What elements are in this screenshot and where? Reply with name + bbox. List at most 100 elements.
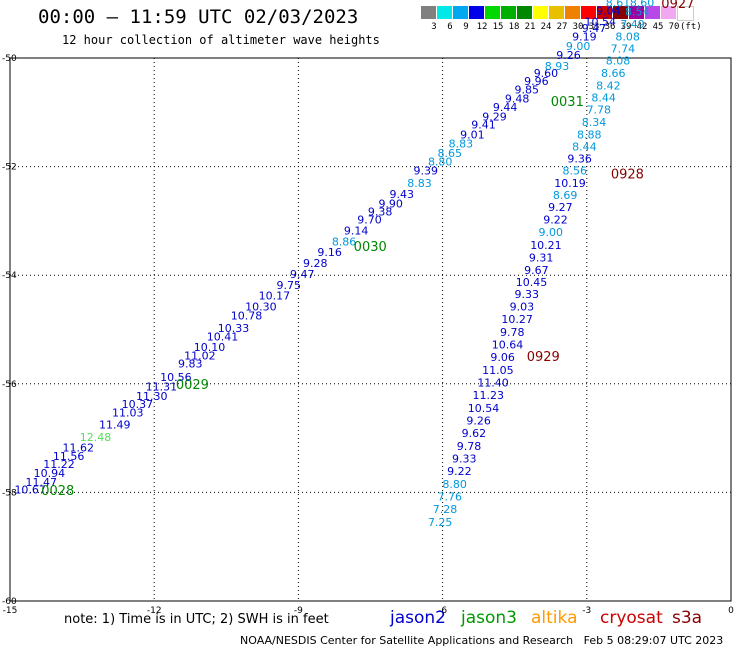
swh-value: 9.78 bbox=[457, 440, 482, 453]
swh-value: 7.78 bbox=[587, 103, 612, 116]
swh-value: 10.37 bbox=[122, 398, 154, 411]
swh-value: 10.41 bbox=[207, 330, 239, 343]
swh-value: 10.30 bbox=[245, 300, 277, 313]
swh-value: 8.08 bbox=[606, 55, 631, 68]
x-tick-label: -3 bbox=[582, 606, 591, 616]
timestamp-text: Feb 5 08:29:07 UTC 2023 bbox=[583, 634, 724, 647]
swh-value: 8.42 bbox=[596, 79, 621, 92]
legend-swatch bbox=[581, 6, 596, 19]
legend-swatch bbox=[517, 6, 532, 19]
legend-label: 33 bbox=[588, 22, 600, 32]
swh-value: 10.78 bbox=[231, 310, 263, 323]
swh-value: 8.34 bbox=[582, 116, 607, 129]
swh-value: 8.08 bbox=[615, 31, 640, 44]
swh-value: 8.66 bbox=[601, 67, 626, 80]
swh-value: 11.40 bbox=[477, 377, 509, 390]
swh-value: 11.49 bbox=[99, 418, 131, 431]
legend-swatch bbox=[533, 6, 548, 19]
swh-value: 9.00 bbox=[539, 226, 564, 239]
swh-value: 8.80 bbox=[442, 478, 467, 491]
swh-value: 12.48 bbox=[80, 431, 112, 444]
swh-value: 8.60 bbox=[630, 0, 655, 9]
swh-value: 9.26 bbox=[466, 415, 491, 428]
legend-label: 12 bbox=[476, 22, 488, 32]
swh-value: 8.54 bbox=[625, 6, 650, 19]
x-tick-label: 0 bbox=[728, 606, 734, 616]
swh-value: 9.62 bbox=[462, 427, 487, 440]
x-tick-label: -9 bbox=[294, 606, 303, 616]
swh-value: 10.94 bbox=[34, 467, 66, 480]
legend-label: 3 bbox=[431, 22, 437, 32]
chart-subtitle: 12 hour collection of altimeter wave hei… bbox=[62, 33, 380, 47]
satellite-jason2: jason2 bbox=[390, 608, 446, 628]
swh-value: 9.90 bbox=[378, 197, 403, 210]
legend-swatch bbox=[613, 6, 628, 19]
swh-value: 10.64 bbox=[492, 339, 524, 352]
swh-value: 9.06 bbox=[490, 351, 515, 364]
legend-label: 42 bbox=[636, 22, 648, 32]
legend-label: 24 bbox=[540, 22, 552, 32]
legend-label: 36 bbox=[604, 22, 616, 32]
legend-swatch bbox=[597, 6, 612, 19]
swh-value: 7.76 bbox=[438, 491, 463, 504]
swh-value: 11.02 bbox=[184, 349, 216, 362]
legend-label: 27 bbox=[556, 22, 568, 32]
satellite-altika: altika bbox=[531, 608, 578, 628]
footer-credit: NOAA/NESDIS Center for Satellite Applica… bbox=[240, 634, 723, 647]
y-tick-label: -50 bbox=[2, 54, 17, 64]
swh-value: 9.39 bbox=[414, 165, 439, 178]
satellite-jason3: jason3 bbox=[461, 608, 517, 628]
swh-value: 8.69 bbox=[553, 189, 578, 202]
swh-value: 9.41 bbox=[471, 119, 496, 132]
swh-value: 8.83 bbox=[407, 177, 432, 190]
swh-value: 9.47 bbox=[290, 268, 315, 281]
x-tick-label: -12 bbox=[147, 606, 162, 616]
pass-time-label: 0929 bbox=[527, 350, 560, 365]
x-tick-label: -15 bbox=[3, 606, 18, 616]
legend-label: (ft) bbox=[680, 22, 702, 32]
swh-value: 8.44 bbox=[591, 91, 616, 104]
pass-time-label: 0031 bbox=[551, 95, 584, 110]
legend-label: 30 bbox=[572, 22, 584, 32]
swh-value: 8.65 bbox=[438, 147, 463, 160]
legend-label: 39 bbox=[620, 22, 632, 32]
legend-swatch bbox=[645, 6, 660, 19]
swh-value: 9.22 bbox=[543, 214, 568, 227]
swh-value: 8.80 bbox=[428, 156, 453, 169]
swh-value: 9.14 bbox=[344, 224, 369, 237]
legend-label: 21 bbox=[524, 22, 536, 32]
swh-value: 11.03 bbox=[112, 406, 144, 419]
swh-value: 9.44 bbox=[493, 101, 518, 114]
x-tick-label: -6 bbox=[438, 606, 447, 616]
legend-swatch bbox=[469, 6, 484, 19]
legend-label: 9 bbox=[463, 22, 469, 32]
legend-swatch bbox=[453, 6, 468, 19]
legend-swatch bbox=[677, 6, 694, 21]
swh-value: 9.96 bbox=[524, 75, 549, 88]
swh-value: 11.30 bbox=[136, 390, 168, 403]
swh-value: 9.27 bbox=[548, 201, 573, 214]
legend-swatch bbox=[629, 6, 644, 19]
swh-value: 9.33 bbox=[452, 453, 477, 466]
swh-value: 7.74 bbox=[611, 43, 636, 56]
swh-value: 9.85 bbox=[514, 83, 539, 96]
legend-swatch bbox=[437, 6, 452, 19]
swh-value: 9.03 bbox=[510, 300, 535, 313]
y-tick-label: -52 bbox=[2, 163, 17, 173]
swh-value: 8.56 bbox=[563, 165, 588, 178]
swh-value: 9.28 bbox=[303, 257, 328, 270]
swh-value: 9.01 bbox=[460, 128, 485, 141]
pass-time-label: 0928 bbox=[611, 168, 644, 183]
swh-value: 9.38 bbox=[368, 205, 393, 218]
swh-value: 9.22 bbox=[447, 465, 472, 478]
swh-value: 9.31 bbox=[529, 252, 554, 265]
swh-value: 10.54 bbox=[468, 402, 500, 415]
swh-value: 9.47 bbox=[582, 22, 607, 35]
pass-time-label: 0927 bbox=[661, 0, 694, 12]
swh-value: 7.25 bbox=[428, 516, 453, 529]
legend-label: 15 bbox=[492, 22, 504, 32]
y-tick-label: -56 bbox=[2, 380, 17, 390]
swh-value: 10.56 bbox=[160, 371, 192, 384]
